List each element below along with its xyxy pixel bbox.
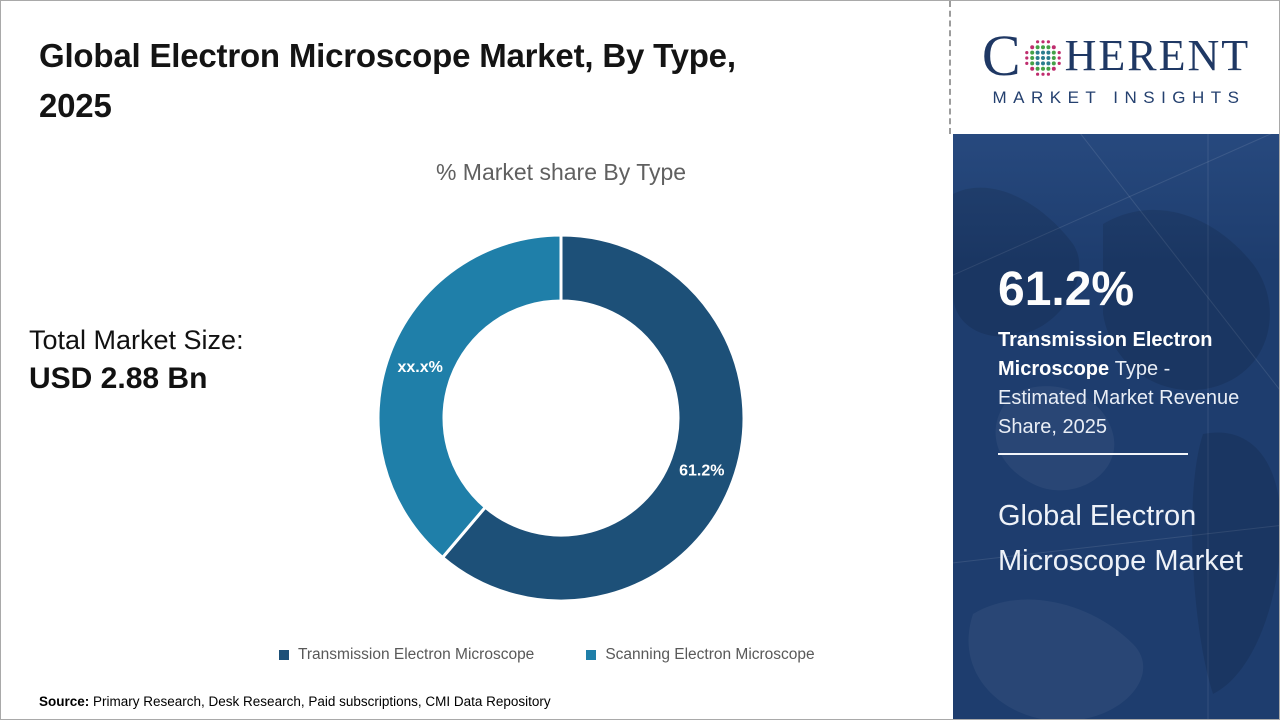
main-content: Global Electron Microscope Market, By Ty… <box>1 1 953 719</box>
chart-subtitle: % Market share By Type <box>435 159 687 185</box>
legend-swatch-transmission <box>279 650 289 660</box>
page-title: Global Electron Microscope Market, By Ty… <box>39 31 736 131</box>
source-line: Source: Primary Research, Desk Research,… <box>39 694 551 709</box>
donut-slice-1 <box>376 233 563 560</box>
dotted-globe-icon <box>1024 40 1061 76</box>
sidebar-stat-segment: Transmission Electron Microscope <box>998 329 1213 380</box>
donut-slice-0 <box>440 233 746 603</box>
sidebar-divider <box>998 453 1188 455</box>
sidebar-stat-value: 61.2% <box>998 263 1135 316</box>
page-title-line1: Global Electron Microscope Market, By Ty… <box>39 37 736 74</box>
donut-chart: 61.2% xx.x% <box>371 228 751 608</box>
brand-logo-area: C HERENT MARKET INSIGHTS <box>949 1 1279 134</box>
legend-item-scanning: Scanning Electron Microscope <box>586 646 815 664</box>
sidebar-stat-rest: Type - Estimated Market Revenue Share, 2… <box>998 358 1240 438</box>
logo-word-rest: HERENT <box>1064 31 1251 80</box>
chart-legend: Transmission Electron Microscope Scannin… <box>279 646 815 664</box>
logo-letter-c: C <box>981 23 1021 88</box>
legend-label-scanning: Scanning Electron Microscope <box>605 646 815 663</box>
total-market-size-label: Total Market Size: <box>29 325 244 355</box>
legend-item-transmission: Transmission Electron Microscope <box>279 646 534 664</box>
source-text: Primary Research, Desk Research, Paid su… <box>89 694 551 709</box>
coherent-logo: C HERENT <box>982 27 1250 85</box>
source-label: Source: <box>39 694 90 709</box>
logo-tagline: MARKET INSIGHTS <box>992 88 1246 107</box>
donut-slice-label-0: 61.2% <box>679 462 724 479</box>
donut-slice-label-1: xx.x% <box>398 359 443 376</box>
total-market-size-block: Total Market Size: USD 2.88 Bn <box>29 325 244 396</box>
sidebar-stat-description: Transmission Electron Microscope Type - … <box>998 326 1260 442</box>
sidebar-market-name: Global Electron Microscope Market <box>998 500 1243 577</box>
total-market-size-value: USD 2.88 Bn <box>29 362 208 395</box>
legend-label-transmission: Transmission Electron Microscope <box>298 646 535 663</box>
sidebar-panel: 61.2% Transmission Electron Microscope T… <box>953 134 1279 719</box>
legend-swatch-scanning <box>586 650 597 660</box>
page-title-line2: 2025 <box>39 87 112 124</box>
donut-chart-svg: 61.2% xx.x% <box>376 233 746 603</box>
